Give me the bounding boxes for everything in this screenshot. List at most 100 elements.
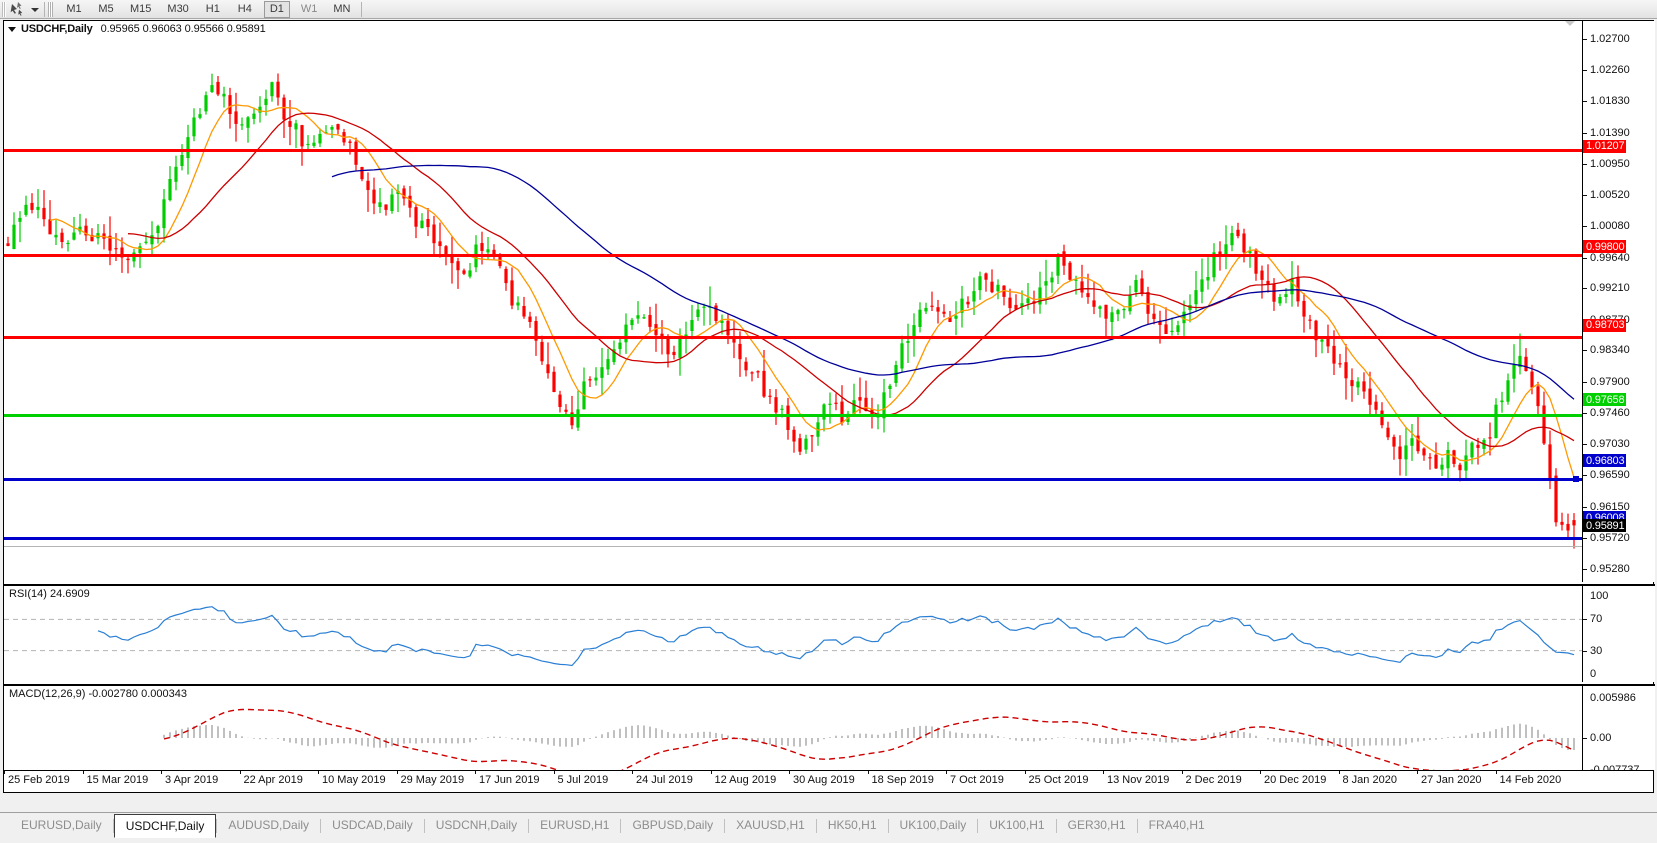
date-tick-label: 25 Feb 2019	[8, 774, 70, 786]
price-scale[interactable]: 1.02700 1.02260 1.01830 1.01390 1.00950 1.005…	[1582, 21, 1655, 582]
tab-divider	[423, 819, 425, 833]
symbol-tab-gbpusd-daily[interactable]: GBPUSD,Daily	[632, 818, 714, 832]
date-tick-mark	[475, 771, 476, 774]
macd-plot-area[interactable]	[4, 686, 1582, 770]
symbol-tab-hk50-h1[interactable]: HK50,H1	[827, 818, 877, 832]
level-line-handle[interactable]	[1573, 476, 1579, 482]
timeframe-button-h4[interactable]: H4	[237, 3, 252, 15]
rsi-pane[interactable]: RSI(14) 24.6909 100 70 30 0	[4, 584, 1655, 682]
date-tick-mark	[1417, 771, 1418, 774]
date-tick-label: 27 Jan 2020	[1421, 774, 1482, 786]
date-tick-mark	[710, 771, 712, 774]
date-axis[interactable]: 25 Feb 2019 15 Mar 2019 3 Apr 2019 22 Apr 2…	[3, 771, 1654, 793]
date-tick-label: 29 May 2019	[400, 774, 465, 786]
chevron-down-icon[interactable]	[28, 1, 41, 18]
price-plot-area[interactable]	[4, 21, 1582, 582]
rsi-scale[interactable]: 100 70 30 0	[1582, 586, 1655, 682]
crosshair-cursor-icon[interactable]	[8, 1, 28, 18]
top-toolbar: M1 M5 M15 M30 H1 H4 D1 W1 MN	[0, 0, 1657, 19]
timeframe-group-grip[interactable]	[48, 1, 53, 17]
price-tick-0.99640: 0.99640	[1583, 252, 1655, 265]
date-tick-label: 30 Aug 2019	[793, 774, 855, 786]
price-level-label-support-green[interactable]: 0.97658	[1583, 393, 1627, 407]
symbol-tab-xauusd-h1[interactable]: XAUUSD,H1	[736, 818, 805, 832]
price-tick-0.97900: 0.97900	[1583, 376, 1655, 389]
rsi-tick-0: 0	[1590, 668, 1597, 680]
symbol-tab-eurusd-daily[interactable]: EURUSD,Daily	[21, 818, 102, 832]
timeframe-button-mn[interactable]: MN	[333, 3, 351, 15]
timeframe-button-w1[interactable]: W1	[300, 3, 318, 15]
rsi-tick-70: 70	[1583, 613, 1655, 626]
date-tick-label: 3 Apr 2019	[165, 774, 219, 786]
price-tick-0.96590: 0.96590	[1583, 469, 1655, 482]
date-tick-label: 2 Dec 2019	[1185, 774, 1242, 786]
triangle-down-icon[interactable]	[8, 26, 16, 32]
symbol-tab-uk100-daily[interactable]: UK100,Daily	[899, 818, 967, 832]
macd-pane[interactable]: MACD(12,26,9) -0.002780 0.000343 0.00598…	[4, 684, 1655, 770]
symbol-tab-ger30-h1[interactable]: GER30,H1	[1067, 818, 1126, 832]
rsi-plot-area[interactable]	[4, 586, 1582, 682]
macd-series	[163, 708, 1575, 770]
timeframe-button-h1[interactable]: H1	[205, 3, 220, 15]
date-tick-mark	[396, 771, 398, 774]
candlestick-series	[6, 73, 1576, 549]
tab-divider	[528, 819, 530, 833]
rsi-indicator-label: RSI(14) 24.6909	[9, 588, 90, 600]
level-line-0.99800[interactable]	[4, 254, 1582, 257]
symbol-tab-fra40-h1[interactable]: FRA40,H1	[1148, 818, 1205, 832]
rsi-tick-30: 30	[1583, 645, 1655, 658]
date-tick-mark	[1495, 771, 1497, 774]
level-line-0.96008[interactable]	[4, 537, 1582, 540]
date-tick-label: 20 Dec 2019	[1264, 774, 1327, 786]
price-level-label-support-blue-1[interactable]: 0.96803	[1583, 454, 1627, 468]
date-tick-label: 25 Oct 2019	[1028, 774, 1089, 786]
price-level-label-resistance-1[interactable]: 1.01207	[1583, 139, 1627, 153]
date-tick-mark	[553, 771, 555, 774]
macd-tick--0-007737: -0.007737	[1590, 764, 1640, 771]
macd-tick-0-005986: 0.005986	[1590, 692, 1636, 704]
price-tick-0.96150: 0.96150	[1583, 501, 1655, 514]
macd-indicator-label: MACD(12,26,9) -0.002780 0.000343	[9, 688, 187, 700]
price-level-label-current-price[interactable]: 0.95891	[1583, 519, 1627, 533]
symbol-tab-uk100-h1[interactable]: UK100,H1	[989, 818, 1045, 832]
level-line-0.97658[interactable]	[4, 414, 1582, 417]
date-tick-mark	[239, 771, 241, 774]
tab-divider	[724, 819, 726, 833]
price-pane[interactable]: 1.02700 1.02260 1.01830 1.01390 1.00950 1.005…	[4, 21, 1655, 582]
toolbar-grip[interactable]	[2, 1, 6, 17]
timeframe-button-m1[interactable]: M1	[66, 3, 82, 15]
timeframe-button-d1[interactable]: D1	[263, 0, 290, 18]
tab-divider	[887, 819, 889, 833]
date-tick-mark	[1260, 771, 1261, 774]
date-tick-mark	[632, 771, 633, 774]
macd-scale[interactable]: 0.005986 0.00 -0.007737	[1582, 686, 1655, 770]
price-level-label-resistance-2[interactable]: 0.99800	[1583, 240, 1627, 254]
symbol-tab-usdcad-daily[interactable]: USDCAD,Daily	[332, 818, 413, 832]
level-line-0.96803[interactable]	[4, 478, 1582, 481]
date-tick-label: 13 Nov 2019	[1107, 774, 1170, 786]
scroll-indicator-icon	[1565, 21, 1575, 26]
timeframe-button-m5[interactable]: M5	[98, 3, 114, 15]
date-tick-mark	[1103, 771, 1104, 774]
date-tick-mark	[789, 771, 790, 774]
date-tick-mark	[946, 771, 947, 774]
rsi-series	[4, 606, 1582, 667]
level-line-0.98703[interactable]	[4, 336, 1582, 339]
toolbar-separator-end	[361, 1, 363, 17]
current-price-line	[4, 546, 1582, 547]
tab-divider	[815, 819, 817, 833]
chart-window[interactable]: USDCHF,Daily 0.95965 0.96063 0.95566 0.9…	[3, 20, 1655, 771]
symbol-tab-audusd-daily[interactable]: AUDUSD,Daily	[228, 818, 310, 832]
level-line-1.01207[interactable]	[4, 149, 1582, 152]
price-level-label-resistance-3[interactable]: 0.98703	[1583, 318, 1627, 332]
symbol-tab-eurusd-h1[interactable]: EURUSD,H1	[540, 818, 610, 832]
toolbar-separator	[44, 1, 45, 17]
price-tick-1.01390: 1.01390	[1583, 127, 1655, 140]
date-tick-label: 15 Mar 2019	[86, 774, 149, 786]
date-tick-mark	[161, 771, 162, 774]
symbol-tab-usdchf-daily[interactable]: USDCHF,Daily	[113, 814, 217, 838]
symbol-tab-usdcnh-daily[interactable]: USDCNH,Daily	[435, 818, 518, 832]
date-tick-label: 18 Sep 2019	[871, 774, 934, 786]
timeframe-button-m15[interactable]: M15	[130, 3, 152, 15]
timeframe-button-m30[interactable]: M30	[167, 3, 189, 15]
